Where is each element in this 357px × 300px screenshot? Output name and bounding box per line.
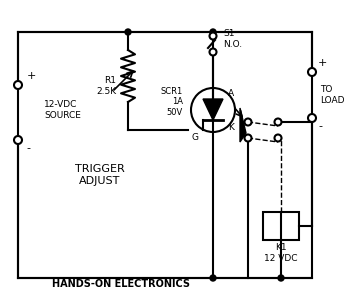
Circle shape [125, 29, 131, 35]
Circle shape [275, 118, 282, 125]
Text: K1
12 VDC: K1 12 VDC [264, 243, 298, 263]
Circle shape [278, 275, 284, 281]
Circle shape [308, 114, 316, 122]
Circle shape [210, 275, 216, 281]
Text: G: G [191, 133, 198, 142]
Circle shape [14, 81, 22, 89]
Text: TO
LOAD: TO LOAD [320, 85, 345, 105]
Text: +: + [27, 71, 36, 81]
Text: A: A [228, 89, 234, 98]
Polygon shape [240, 108, 246, 142]
Text: S1
N.O.: S1 N.O. [223, 29, 242, 49]
Circle shape [245, 134, 251, 142]
Text: 12-VDC
SOURCE: 12-VDC SOURCE [44, 100, 81, 120]
Circle shape [275, 134, 282, 142]
Bar [18, 32, 312, 278]
Text: K: K [228, 124, 234, 133]
Text: SCR1
1A
50V: SCR1 1A 50V [161, 87, 183, 117]
Text: R1
2.5K: R1 2.5K [96, 76, 116, 96]
Bar [263, 212, 299, 240]
Circle shape [210, 49, 216, 56]
Circle shape [245, 118, 251, 125]
Circle shape [308, 68, 316, 76]
Text: +: + [318, 58, 327, 68]
Circle shape [210, 29, 216, 35]
Text: -: - [26, 143, 30, 153]
Polygon shape [203, 99, 223, 120]
Text: TRIGGER
ADJUST: TRIGGER ADJUST [75, 164, 125, 186]
Text: -: - [318, 121, 322, 131]
Circle shape [14, 136, 22, 144]
Text: HANDS-ON ELECTRONICS: HANDS-ON ELECTRONICS [52, 279, 190, 289]
Circle shape [210, 32, 216, 40]
